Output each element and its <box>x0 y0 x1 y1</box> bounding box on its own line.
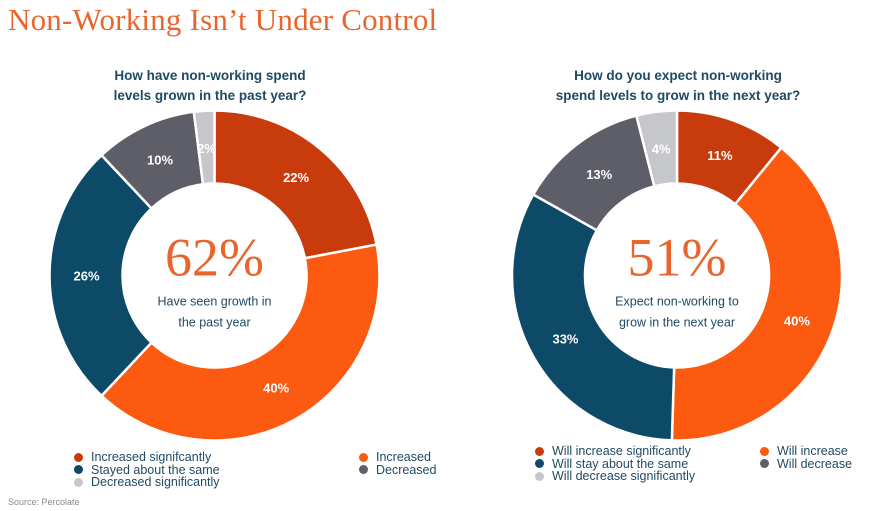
chart-1-title-line-1: How have non-working spend <box>114 68 306 83</box>
chart-1-center-value: 62% <box>165 228 264 288</box>
chart-1-slice-1 <box>213 109 379 260</box>
chart-2-center-text-line-2: grow in the next year <box>619 316 735 330</box>
legend-label: Increased signifcantly <box>91 450 212 464</box>
chart-2-slice-1-label: 11% <box>707 148 733 163</box>
chart-2-slice-2-label: 40% <box>784 313 810 328</box>
chart-1-legend-item-5: Decreased significantly <box>74 475 220 489</box>
legend-swatch <box>359 465 368 474</box>
chart-2-slice-4-label: 13% <box>586 167 612 182</box>
chart-2-slice-5-label: 4% <box>652 141 671 156</box>
chart-2-legend-item-4: Will decrease <box>760 457 852 471</box>
legend-swatch <box>535 459 544 468</box>
legend-label: Will increase significantly <box>552 444 691 458</box>
chart-1-slice-4-label: 10% <box>147 153 173 168</box>
chart-2-slice-2 <box>670 145 844 442</box>
chart-2-slice-3 <box>510 192 676 442</box>
chart-2-title: How do you expect non-working spend leve… <box>508 66 848 106</box>
chart-1-legend-item-2: Increased <box>359 450 431 464</box>
legend-swatch <box>74 477 83 487</box>
source-note: Source: Percolate <box>8 497 80 507</box>
legend-label: Will stay about the same <box>552 456 689 471</box>
legend-label: Increased <box>376 450 431 464</box>
chart-2-center-value: 51% <box>628 228 727 288</box>
chart-2-center-text-line-1: Expect non-working to <box>615 295 739 309</box>
chart-1-center-text-line-1: Have seen growth in <box>158 295 272 309</box>
chart-1-slice-5-label: 2% <box>197 141 216 156</box>
chart-1-slice-3 <box>48 153 154 398</box>
chart-1-legend-item-4: Decreased <box>359 463 436 477</box>
chart-2-title-line-2: spend levels to grow in the next year? <box>555 88 801 103</box>
chart-1-slice-2 <box>99 243 381 442</box>
legend-swatch <box>359 452 368 462</box>
chart-1-legend-item-1: Increased signifcantly <box>74 450 211 464</box>
chart-2-legend-item-3: Will stay about the same <box>535 457 688 471</box>
page-title: Non-Working Isn’t Under Control <box>8 2 438 37</box>
chart-2-legend-item-1: Will increase significantly <box>535 444 691 458</box>
chart-1-slice-5 <box>192 109 216 186</box>
legend-swatch <box>535 446 544 456</box>
chart-2-legend-item-2: Will increase <box>760 444 848 458</box>
legend-label: Decreased significantly <box>91 475 220 489</box>
legend-label: Will decrease significantly <box>552 469 696 483</box>
chart-1-title: How have non-working spend levels grown … <box>60 66 360 106</box>
legend-swatch <box>760 459 769 468</box>
legend-label: Stayed about the same <box>91 462 220 477</box>
chart-1-center-text-line-2: the past year <box>178 316 250 330</box>
chart-1-slice-2-label: 40% <box>263 381 289 396</box>
chart-2-slice-3-label: 33% <box>552 331 578 346</box>
chart-2-slice-5 <box>634 109 679 188</box>
legend-label: Decreased <box>376 462 437 477</box>
chart-1-legend-item-3: Stayed about the same <box>74 463 220 477</box>
chart-1-slice-3-label: 26% <box>73 269 99 284</box>
legend-label: Will increase <box>777 444 848 458</box>
legend-swatch <box>535 471 544 481</box>
chart-1-slice-1-label: 22% <box>283 170 309 185</box>
chart-2-legend-item-5: Will decrease significantly <box>535 469 695 483</box>
chart-2-title-line-1: How do you expect non-working <box>574 68 782 83</box>
legend-swatch <box>74 452 83 462</box>
legend-label: Will decrease <box>777 456 853 471</box>
chart-1-title-line-2: levels grown in the past year? <box>113 88 307 103</box>
legend-swatch <box>760 446 769 456</box>
legend-swatch <box>74 465 83 474</box>
